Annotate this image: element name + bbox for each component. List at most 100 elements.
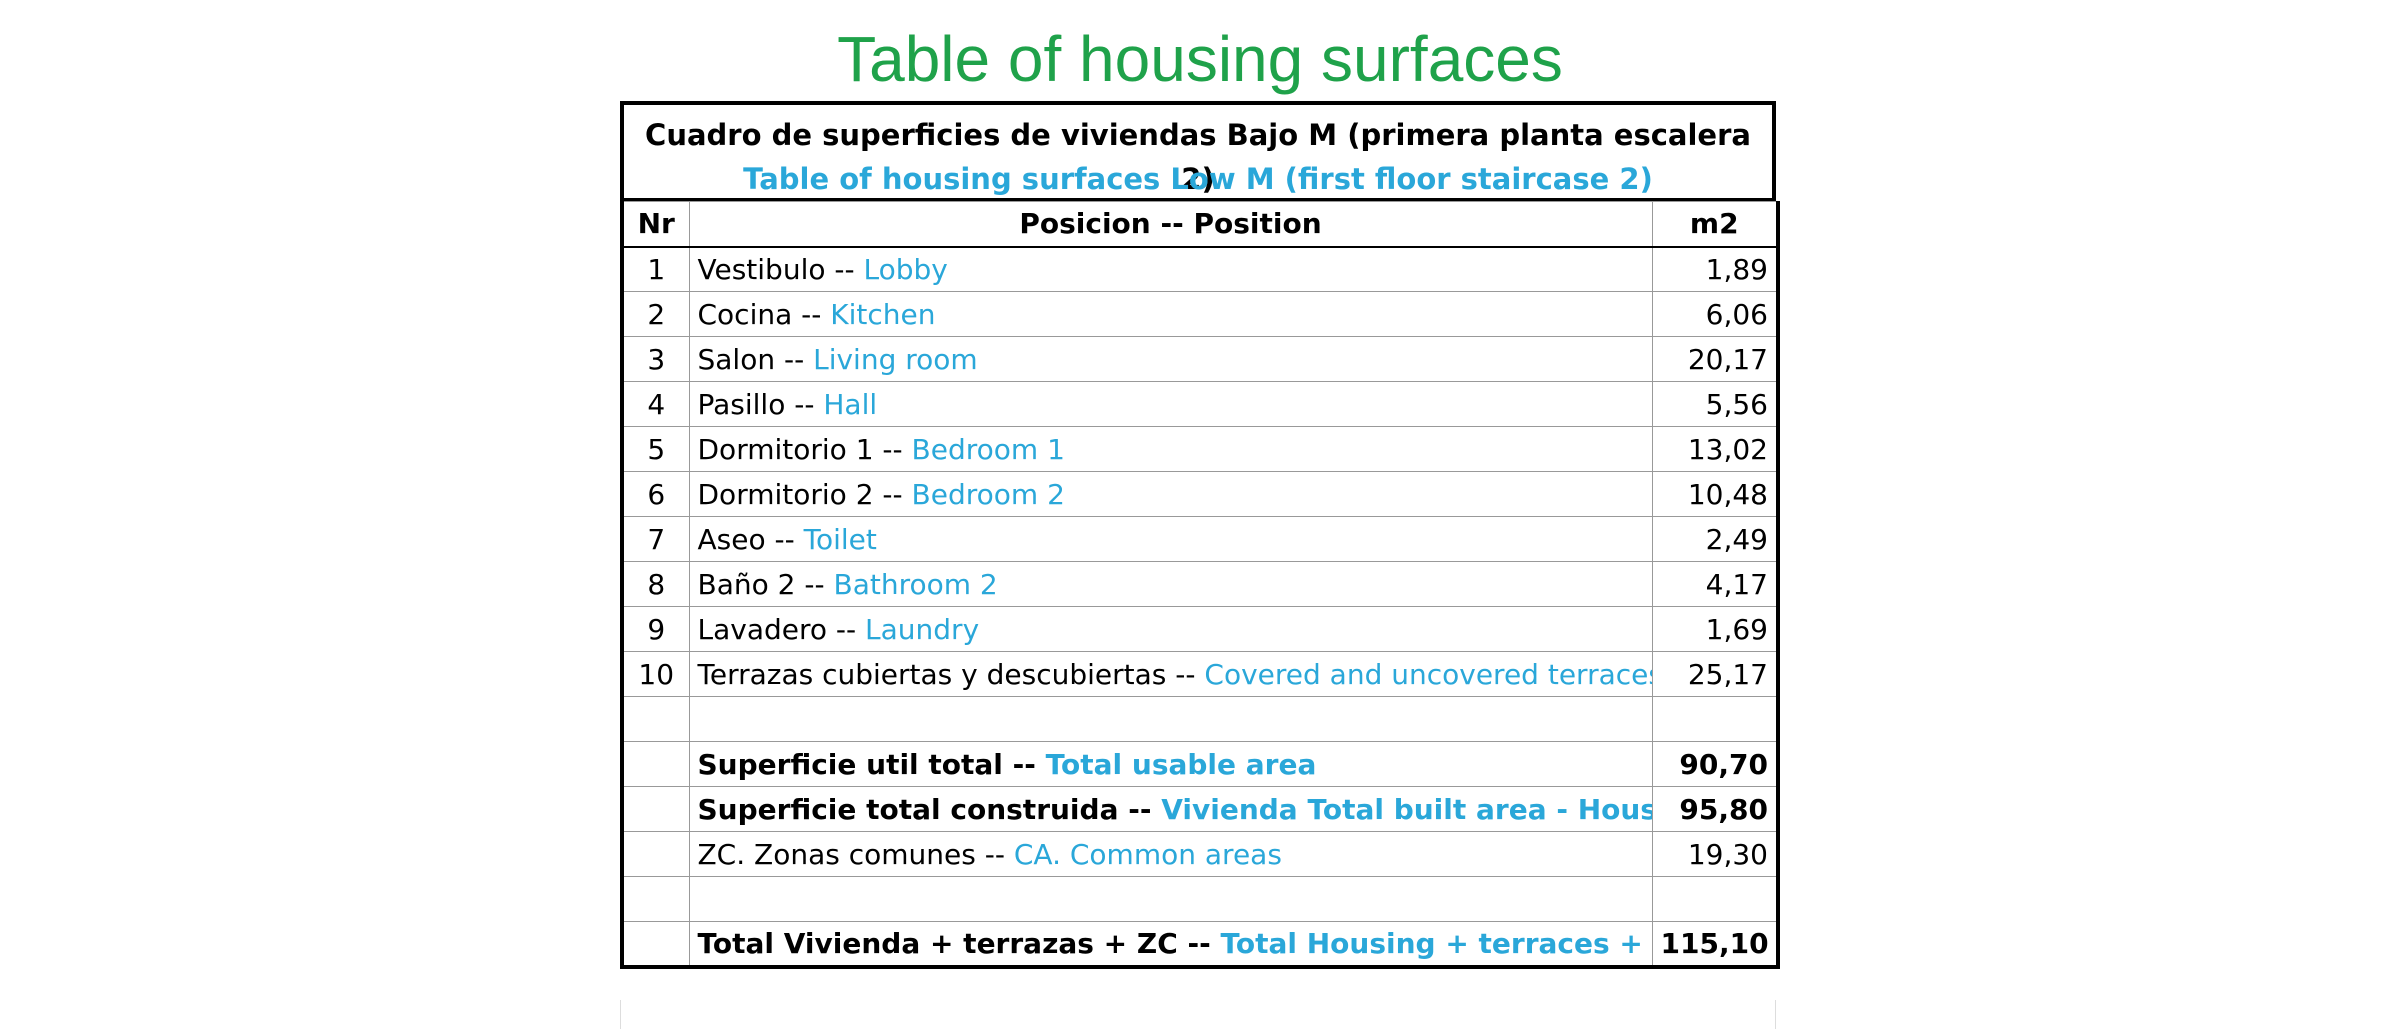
table-row: 6 Dormitorio 2 -- Bedroom 2 10,48 [620, 471, 1780, 517]
empty-cell [620, 786, 690, 832]
position-en: Toilet [803, 522, 877, 556]
col-header: Nr [620, 201, 690, 248]
table-row: 1 Vestibulo -- Lobby 1,89 [620, 246, 1780, 292]
position-es: Dormitorio 1 -- [697, 432, 903, 466]
position-cell: Pasillo -- Hall [688, 381, 1653, 427]
blank-row [620, 696, 1780, 742]
area-cell: 115,10 [1651, 921, 1780, 969]
empty-cell [688, 696, 1653, 742]
table-caption: Cuadro de superficies de viviendas Bajo … [620, 101, 1776, 201]
caption-es: Cuadro de superficies de viviendas Bajo … [645, 118, 1751, 196]
row-number: 6 [620, 471, 690, 517]
position-es: Superficie total construida -- [697, 792, 1152, 826]
row-number: 1 [620, 246, 690, 292]
table-body: Nr Posicion -- Position m2 1 Vestibulo --… [620, 201, 1780, 969]
position-en: Lobby [863, 252, 948, 286]
table-grid: Nr Posicion -- Position m2 1 Vestibulo --… [620, 201, 1780, 969]
table-row: 3 Salon -- Living room 20,17 [620, 336, 1780, 382]
position-cell: Dormitorio 1 -- Bedroom 1 [688, 426, 1653, 472]
position-cell: Superficie total construida -- Vivienda … [688, 786, 1653, 832]
position-es: Pasillo -- [697, 387, 815, 421]
position-en: Bedroom 2 [911, 477, 1065, 511]
position-en: Vivienda Total built area - Housing [1161, 792, 1651, 826]
position-en: Kitchen [830, 297, 936, 331]
caption-en: Table of housing surfaces Low M (first f… [743, 162, 1653, 196]
row-number: 9 [620, 606, 690, 652]
table-row: Total Vivienda + terrazas + ZC -- Total … [620, 921, 1780, 969]
area-cell: 2,49 [1651, 516, 1780, 562]
position-es: Cocina -- [697, 297, 822, 331]
table-row: 9 Lavadero -- Laundry 1,69 [620, 606, 1780, 652]
empty-cell [620, 876, 690, 922]
sheet-grid [620, 1000, 1776, 1029]
position-cell: Cocina -- Kitchen [688, 291, 1653, 337]
area-cell: 13,02 [1651, 426, 1780, 472]
area-cell: 1,89 [1651, 246, 1780, 292]
position-en: Total usable area [1045, 747, 1317, 781]
area-cell: 90,70 [1651, 741, 1780, 787]
table-row: ZC. Zonas comunes -- CA. Common areas 19,… [620, 831, 1780, 877]
table-row: 2 Cocina -- Kitchen 6,06 [620, 291, 1780, 337]
position-en: Living room [813, 342, 978, 376]
empty-cell [620, 831, 690, 877]
position-cell: Superficie util total -- Total usable ar… [688, 741, 1653, 787]
area-cell: 6,06 [1651, 291, 1780, 337]
table-row: Superficie util total -- Total usable ar… [620, 741, 1780, 787]
position-es: Lavadero -- [697, 612, 857, 646]
table-row: 8 Baño 2 -- Bathroom 2 4,17 [620, 561, 1780, 607]
surface-table: Cuadro de superficies de viviendas Bajo … [620, 101, 1780, 969]
area-cell: 4,17 [1651, 561, 1780, 607]
area-cell: 10,48 [1651, 471, 1780, 517]
table-row: 7 Aseo -- Toilet 2,49 [620, 516, 1780, 562]
position-es: Dormitorio 2 -- [697, 477, 903, 511]
row-number: 4 [620, 381, 690, 427]
row-number: 8 [620, 561, 690, 607]
position-es: Total Vivienda + terrazas + ZC -- [697, 926, 1211, 960]
position-en: Hall [823, 387, 878, 421]
area-cell: 5,56 [1651, 381, 1780, 427]
position-cell: Salon -- Living room [688, 336, 1653, 382]
position-en: Total Housing + terraces + CA [1220, 926, 1652, 960]
position-cell: ZC. Zonas comunes -- CA. Common areas [688, 831, 1653, 877]
row-number: 2 [620, 291, 690, 337]
position-es: Salon -- [697, 342, 805, 376]
col-header: Posicion -- Position [688, 201, 1653, 248]
col-header: m2 [1651, 201, 1780, 248]
table-row: Superficie total construida -- Vivienda … [620, 786, 1780, 832]
position-en: Covered and uncovered terraces [1204, 657, 1652, 691]
position-es: Superficie util total -- [697, 747, 1036, 781]
area-cell: 1,69 [1651, 606, 1780, 652]
position-es: ZC. Zonas comunes -- [697, 837, 1005, 871]
row-number: 7 [620, 516, 690, 562]
position-cell: Baño 2 -- Bathroom 2 [688, 561, 1653, 607]
position-en: CA. Common areas [1013, 837, 1282, 871]
area-cell: 20,17 [1651, 336, 1780, 382]
position-cell: Aseo -- Toilet [688, 516, 1653, 562]
blank-row [620, 876, 1780, 922]
table-row: 4 Pasillo -- Hall 5,56 [620, 381, 1780, 427]
empty-cell [620, 921, 690, 969]
position-es: Vestibulo -- [697, 252, 855, 286]
position-cell: Dormitorio 2 -- Bedroom 2 [688, 471, 1653, 517]
area-cell: 95,80 [1651, 786, 1780, 832]
empty-cell [1651, 696, 1780, 742]
empty-cell [620, 741, 690, 787]
table-row: 10 Terrazas cubiertas y descubiertas -- C… [620, 651, 1780, 697]
row-number: 10 [620, 651, 690, 697]
row-number: 5 [620, 426, 690, 472]
table-row: 5 Dormitorio 1 -- Bedroom 1 13,02 [620, 426, 1780, 472]
empty-cell [1651, 876, 1780, 922]
page-title: Table of housing surfaces [837, 23, 1563, 95]
row-number: 3 [620, 336, 690, 382]
position-cell: Vestibulo -- Lobby [688, 246, 1653, 292]
position-en: Bedroom 1 [911, 432, 1065, 466]
empty-cell [688, 876, 1653, 922]
position-cell: Terrazas cubiertas y descubiertas -- Cov… [688, 651, 1653, 697]
position-cell: Lavadero -- Laundry [688, 606, 1653, 652]
empty-cell [620, 696, 690, 742]
position-es: Aseo -- [697, 522, 795, 556]
position-es: Terrazas cubiertas y descubiertas -- [697, 657, 1196, 691]
area-cell: 25,17 [1651, 651, 1780, 697]
area-cell: 19,30 [1651, 831, 1780, 877]
